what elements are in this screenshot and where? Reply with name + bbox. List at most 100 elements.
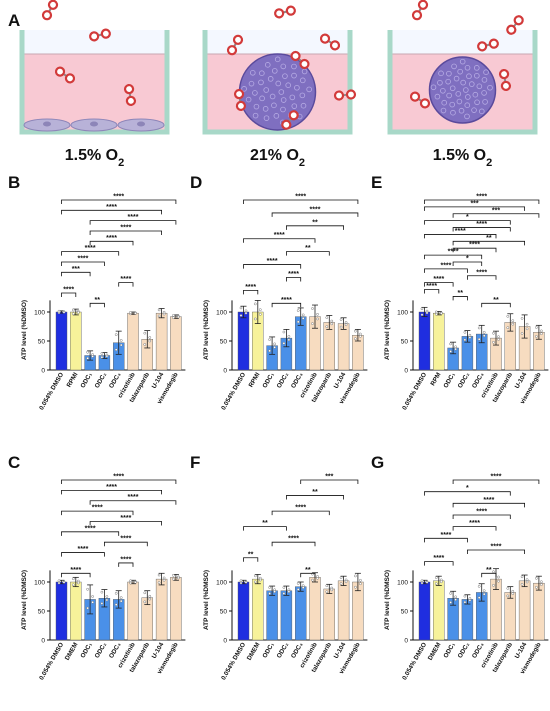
bar xyxy=(337,580,350,641)
data-point xyxy=(454,347,457,351)
significance-label: ** xyxy=(305,567,311,574)
data-point xyxy=(114,348,118,352)
significance-label: **** xyxy=(288,271,299,278)
significance-label: **** xyxy=(295,505,306,512)
data-point xyxy=(344,323,348,327)
data-point xyxy=(76,581,80,585)
data-point xyxy=(172,573,175,577)
data-point xyxy=(268,592,271,595)
data-point xyxy=(525,580,529,584)
spheroid-cell xyxy=(263,115,270,121)
o2-atom xyxy=(299,58,310,70)
data-point xyxy=(287,338,291,342)
data-point xyxy=(296,309,300,312)
y-tick-label: 100 xyxy=(397,310,408,317)
spheroid-cell xyxy=(241,86,247,92)
significance-label: **** xyxy=(120,536,131,543)
data-point xyxy=(148,339,152,343)
significance-bracket xyxy=(452,240,525,246)
data-point xyxy=(268,338,271,341)
spheroid-cell xyxy=(280,97,287,103)
significance-label: **** xyxy=(120,515,131,522)
data-point xyxy=(330,319,334,323)
significance-label: **** xyxy=(469,520,480,527)
bar xyxy=(127,312,139,371)
spheroid-cell xyxy=(476,83,483,90)
spheroid-cell xyxy=(474,72,480,79)
data-point xyxy=(540,583,543,586)
o2-molecule xyxy=(281,110,299,130)
data-point xyxy=(316,312,319,316)
spheroid-cell xyxy=(271,68,278,74)
significance-bracket xyxy=(424,206,525,211)
spheroid-cell xyxy=(440,107,447,114)
data-point xyxy=(62,310,66,314)
spheroid-cell xyxy=(264,62,271,68)
o2-molecule xyxy=(409,91,431,109)
data-point xyxy=(239,581,243,585)
well-condition-label: 1.5% O2 xyxy=(433,147,492,169)
spheroid-cell xyxy=(278,89,285,95)
data-point xyxy=(57,579,61,583)
significance-bracket xyxy=(452,479,540,484)
significance-bracket xyxy=(300,479,359,484)
data-point xyxy=(344,580,348,584)
o2-atom xyxy=(125,95,137,107)
bar xyxy=(337,323,350,371)
spheroid-cell xyxy=(252,112,259,119)
significance-bracket xyxy=(104,541,148,547)
significance-label: **** xyxy=(128,494,139,501)
data-point xyxy=(520,332,524,335)
data-point xyxy=(71,312,75,316)
y-axis-label: ATP level (%DMSO) xyxy=(21,570,28,630)
data-point xyxy=(301,313,305,317)
significance-label: **** xyxy=(483,497,494,504)
data-point xyxy=(311,307,314,310)
data-point xyxy=(148,597,152,601)
o2-atom xyxy=(419,98,431,109)
y-tick-label: 100 xyxy=(216,580,227,587)
data-point xyxy=(497,579,500,583)
significance-bracket xyxy=(118,562,134,567)
spheroid-cell xyxy=(289,94,296,101)
significance-label: ** xyxy=(248,551,254,558)
spheroid-cell xyxy=(245,96,252,103)
data-point xyxy=(91,600,94,604)
significance-bracket xyxy=(481,302,511,308)
data-point xyxy=(425,580,429,584)
y-axis-label: ATP level (%DMSO) xyxy=(384,300,391,360)
data-point xyxy=(239,314,243,317)
significance-bracket xyxy=(271,510,330,516)
bar xyxy=(323,588,335,641)
data-point xyxy=(273,346,276,349)
o2-atom xyxy=(333,90,345,101)
data-point xyxy=(535,326,538,329)
data-point xyxy=(71,577,75,581)
data-point xyxy=(282,592,286,595)
significance-bracket xyxy=(286,225,344,230)
o2-atom xyxy=(123,83,135,95)
data-point xyxy=(525,578,529,582)
spheroid-cell xyxy=(446,92,452,99)
data-point xyxy=(129,579,132,583)
data-point xyxy=(301,586,305,589)
data-point xyxy=(492,331,495,335)
spheroid-cell xyxy=(449,101,456,108)
well-wall xyxy=(202,30,353,135)
spheroid-cell xyxy=(248,80,255,87)
data-point xyxy=(449,592,452,595)
panel-letter: G xyxy=(371,453,384,472)
y-tick-label: 100 xyxy=(34,580,45,587)
significance-label: **** xyxy=(85,245,96,252)
spheroid-cell xyxy=(465,94,471,100)
data-point xyxy=(172,316,175,320)
spheroid-cell xyxy=(291,72,297,79)
spheroid-cell xyxy=(450,109,456,116)
significance-bracket xyxy=(243,199,359,204)
bar xyxy=(533,582,545,641)
spheroid-cell xyxy=(271,102,277,109)
significance-bracket xyxy=(61,572,91,578)
data-point xyxy=(86,356,89,360)
data-point xyxy=(296,320,300,324)
data-point xyxy=(62,580,66,584)
